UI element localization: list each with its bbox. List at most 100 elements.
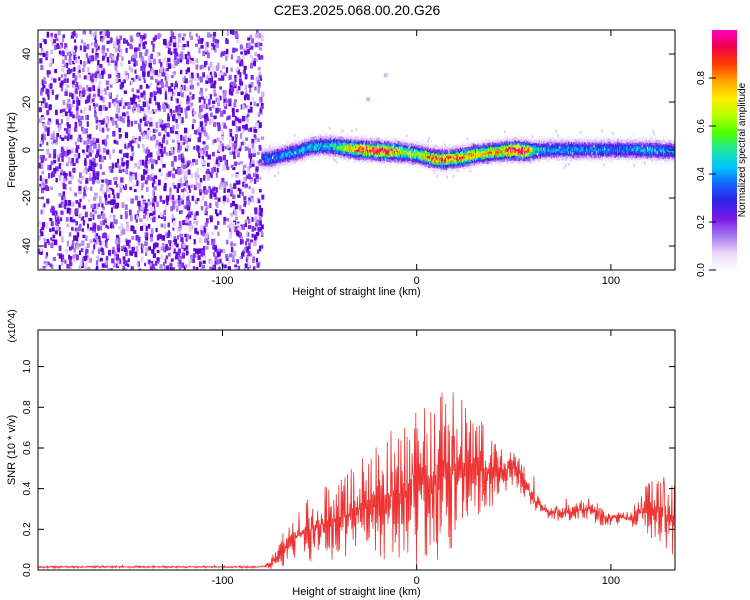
heatmap-cell [43, 80, 47, 85]
heatmap-cell [192, 110, 195, 117]
heatmap-cell [164, 183, 167, 188]
heatmap-cell [237, 69, 240, 75]
heatmap-cell [466, 168, 469, 172]
heatmap-cell [63, 63, 67, 68]
heatmap-cell [138, 207, 141, 212]
heatmap-cell [377, 162, 380, 166]
heatmap-cell [152, 243, 156, 250]
heatmap-cell [42, 123, 46, 128]
heatmap-cell [470, 142, 473, 146]
heatmap-cell [177, 255, 180, 261]
heatmap-cell [190, 254, 193, 259]
heatmap-cell [360, 134, 363, 138]
heatmap-cell [159, 247, 162, 253]
heatmap-cell [153, 186, 157, 191]
heatmap-cell [240, 133, 243, 139]
heatmap-cell [217, 125, 221, 132]
heatmap-cell [164, 128, 167, 134]
heatmap-cell [203, 231, 207, 237]
heatmap-cell [202, 226, 206, 230]
heatmap-cell [45, 57, 48, 61]
heatmap-cell [112, 149, 115, 154]
heatmap-cell [137, 107, 141, 113]
heatmap-cell [189, 214, 192, 218]
heatmap-cell [244, 105, 248, 109]
heatmap-cell [69, 262, 73, 266]
heatmap-cell [69, 111, 73, 117]
heatmap-cell [240, 224, 243, 230]
heatmap-cell [155, 261, 158, 266]
heatmap-cell [220, 111, 224, 117]
heatmap-cell [46, 239, 49, 243]
heatmap-cell [75, 115, 79, 120]
heatmap-cell [38, 235, 41, 241]
heatmap-cell [257, 66, 261, 71]
heatmap-cell [76, 227, 80, 232]
heatmap-cell [154, 175, 157, 180]
heatmap-cell [117, 262, 121, 267]
heatmap-cell [81, 109, 86, 114]
heatmap-cell [80, 115, 84, 121]
heatmap-cell [134, 47, 138, 53]
heatmap-cell [188, 55, 191, 59]
heatmap-cell [223, 72, 227, 76]
heatmap-cell [68, 210, 72, 215]
heatmap-cell [48, 173, 51, 179]
heatmap-cell [137, 261, 140, 267]
heatmap-cell [175, 107, 179, 113]
heatmap-cell [108, 194, 111, 198]
heatmap-cell [219, 184, 222, 190]
heatmap-cell [109, 53, 112, 58]
heatmap-cell [55, 177, 58, 183]
heatmap-cell [148, 246, 151, 251]
heatmap-cell [109, 215, 113, 219]
heatmap-cell [82, 195, 86, 199]
heatmap-cell [235, 89, 239, 94]
heatmap-cell [191, 75, 194, 79]
heatmap-cell [196, 73, 199, 79]
heatmap-cell [253, 240, 257, 247]
heatmap-cell [50, 242, 54, 249]
heatmap-cell [258, 71, 261, 76]
heatmap-cell [83, 140, 86, 145]
heatmap-cell [143, 112, 146, 117]
heatmap-cell [84, 262, 87, 269]
heatmap-cell [142, 45, 146, 50]
heatmap-cell [317, 155, 321, 159]
heatmap-cell [72, 162, 76, 166]
heatmap-cell [151, 183, 154, 188]
heatmap-cell [248, 174, 251, 180]
heatmap-cell [240, 91, 244, 95]
heatmap-cell [234, 99, 237, 103]
heatmap-cell [75, 33, 78, 39]
heatmap-cell [216, 248, 219, 254]
heatmap-cell [438, 144, 441, 149]
heatmap-cell [80, 248, 84, 253]
heatmap-cell [97, 143, 101, 149]
heatmap-cell [392, 144, 395, 148]
heatmap-cell [259, 77, 263, 81]
heatmap-cell [123, 245, 126, 249]
heatmap-cell [57, 156, 60, 162]
heatmap-cell [75, 106, 79, 111]
heatmap-cell [224, 125, 228, 129]
heatmap-cell [51, 40, 54, 46]
heatmap-cell [205, 116, 209, 122]
heatmap-cell [91, 48, 94, 54]
heatmap-cell [160, 62, 163, 67]
heatmap-cell [146, 103, 151, 108]
heatmap-cell [236, 223, 240, 227]
heatmap-cell [78, 226, 82, 232]
heatmap-cell [115, 77, 118, 82]
heatmap-cell [140, 92, 144, 98]
heatmap-cell [200, 76, 203, 82]
heatmap-cell [106, 48, 109, 52]
heatmap-cell [60, 51, 63, 56]
heatmap-cell [90, 97, 93, 104]
heatmap-cell [229, 151, 233, 156]
heatmap-cell [239, 80, 243, 86]
heatmap-cell [213, 83, 216, 89]
heatmap-cell [218, 72, 222, 77]
heatmap-cell [124, 143, 127, 149]
heatmap-cell [130, 97, 134, 101]
